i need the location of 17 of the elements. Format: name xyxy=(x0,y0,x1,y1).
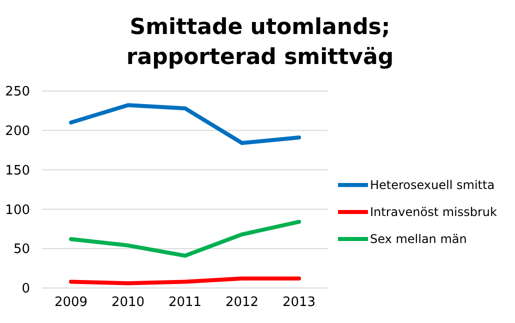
y-tick-label: 250 xyxy=(5,84,30,100)
y-tick-label: 200 xyxy=(5,124,30,139)
chart-title: Smittade utomlands; rapporterad smittväg xyxy=(126,15,394,70)
y-tick-label: 150 xyxy=(5,163,30,178)
x-tick-label: 2011 xyxy=(168,295,202,310)
x-tick-label: 2010 xyxy=(111,295,145,310)
legend-label: Heterosexuell smitta xyxy=(370,178,495,192)
x-tick-label: 2012 xyxy=(225,295,259,310)
line-series xyxy=(69,103,301,146)
legend-label: Sex mellan män xyxy=(370,232,467,246)
y-tick-label: 0 xyxy=(22,282,30,297)
y-tick-label: 50 xyxy=(13,242,30,258)
legend-label: Intravenöst missbruk xyxy=(370,205,498,220)
x-tick-label: 2013 xyxy=(282,295,316,310)
x-tick-label: 2009 xyxy=(54,295,88,310)
y-tick-label: 100 xyxy=(5,202,30,218)
line-series xyxy=(69,220,301,258)
